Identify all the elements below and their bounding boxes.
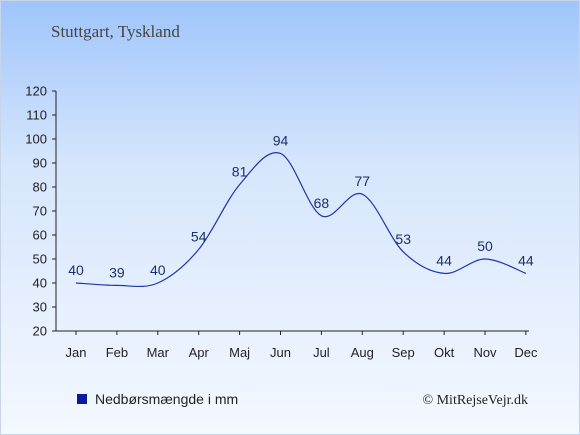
- x-tick-label: Mar: [147, 345, 170, 360]
- x-tick-label: Jul: [313, 345, 330, 360]
- x-tick-label: Aug: [351, 345, 374, 360]
- y-tick-label: 60: [33, 228, 47, 243]
- data-label: 39: [109, 264, 125, 280]
- data-label: 54: [191, 228, 207, 244]
- data-label: 40: [150, 262, 166, 278]
- x-tick-label: Okt: [434, 345, 455, 360]
- x-tick-label: Jan: [66, 345, 87, 360]
- data-label: 44: [436, 252, 452, 268]
- legend-label: Nedbørsmængde i mm: [95, 391, 238, 407]
- y-tick-label: 120: [25, 84, 47, 99]
- credit-text: © MitRejseVejr.dk: [422, 393, 528, 408]
- x-tick-label: Dec: [514, 345, 538, 360]
- y-tick-label: 90: [33, 156, 47, 171]
- data-label: 50: [477, 238, 493, 254]
- x-tick-label: Apr: [189, 345, 210, 360]
- data-label: 94: [273, 132, 289, 148]
- y-tick-label: 70: [33, 204, 47, 219]
- x-tick-label: Sep: [392, 345, 415, 360]
- x-tick-label: Nov: [473, 345, 497, 360]
- data-label: 68: [314, 195, 330, 211]
- y-tick-label: 80: [33, 180, 47, 195]
- data-label: 44: [518, 252, 534, 268]
- y-tick-label: 50: [33, 252, 47, 267]
- data-label: 53: [395, 231, 411, 247]
- legend-swatch: [77, 394, 87, 404]
- y-tick-label: 100: [25, 132, 47, 147]
- y-tick-label: 30: [33, 300, 47, 315]
- data-label: 77: [355, 173, 371, 189]
- y-tick-label: 20: [33, 324, 47, 339]
- series-line: [75, 151, 527, 288]
- data-label: 40: [68, 262, 84, 278]
- plot-area: 40 39 40 54 81 94 68 77 53 44 50 44: [68, 132, 534, 288]
- x-tick-label: Feb: [106, 345, 128, 360]
- y-tick-label: 40: [33, 276, 47, 291]
- axes: 20 30 40 50 60 70 80 90 100 110 120 Jan Feb Mar Apr Maj…: [25, 84, 538, 361]
- x-tick-label: Maj: [229, 345, 250, 360]
- y-tick-label: 110: [26, 108, 47, 123]
- x-tick-label: Jun: [270, 345, 291, 360]
- chart-title: Stuttgart, Tyskland: [51, 22, 180, 41]
- data-label: 81: [232, 164, 248, 180]
